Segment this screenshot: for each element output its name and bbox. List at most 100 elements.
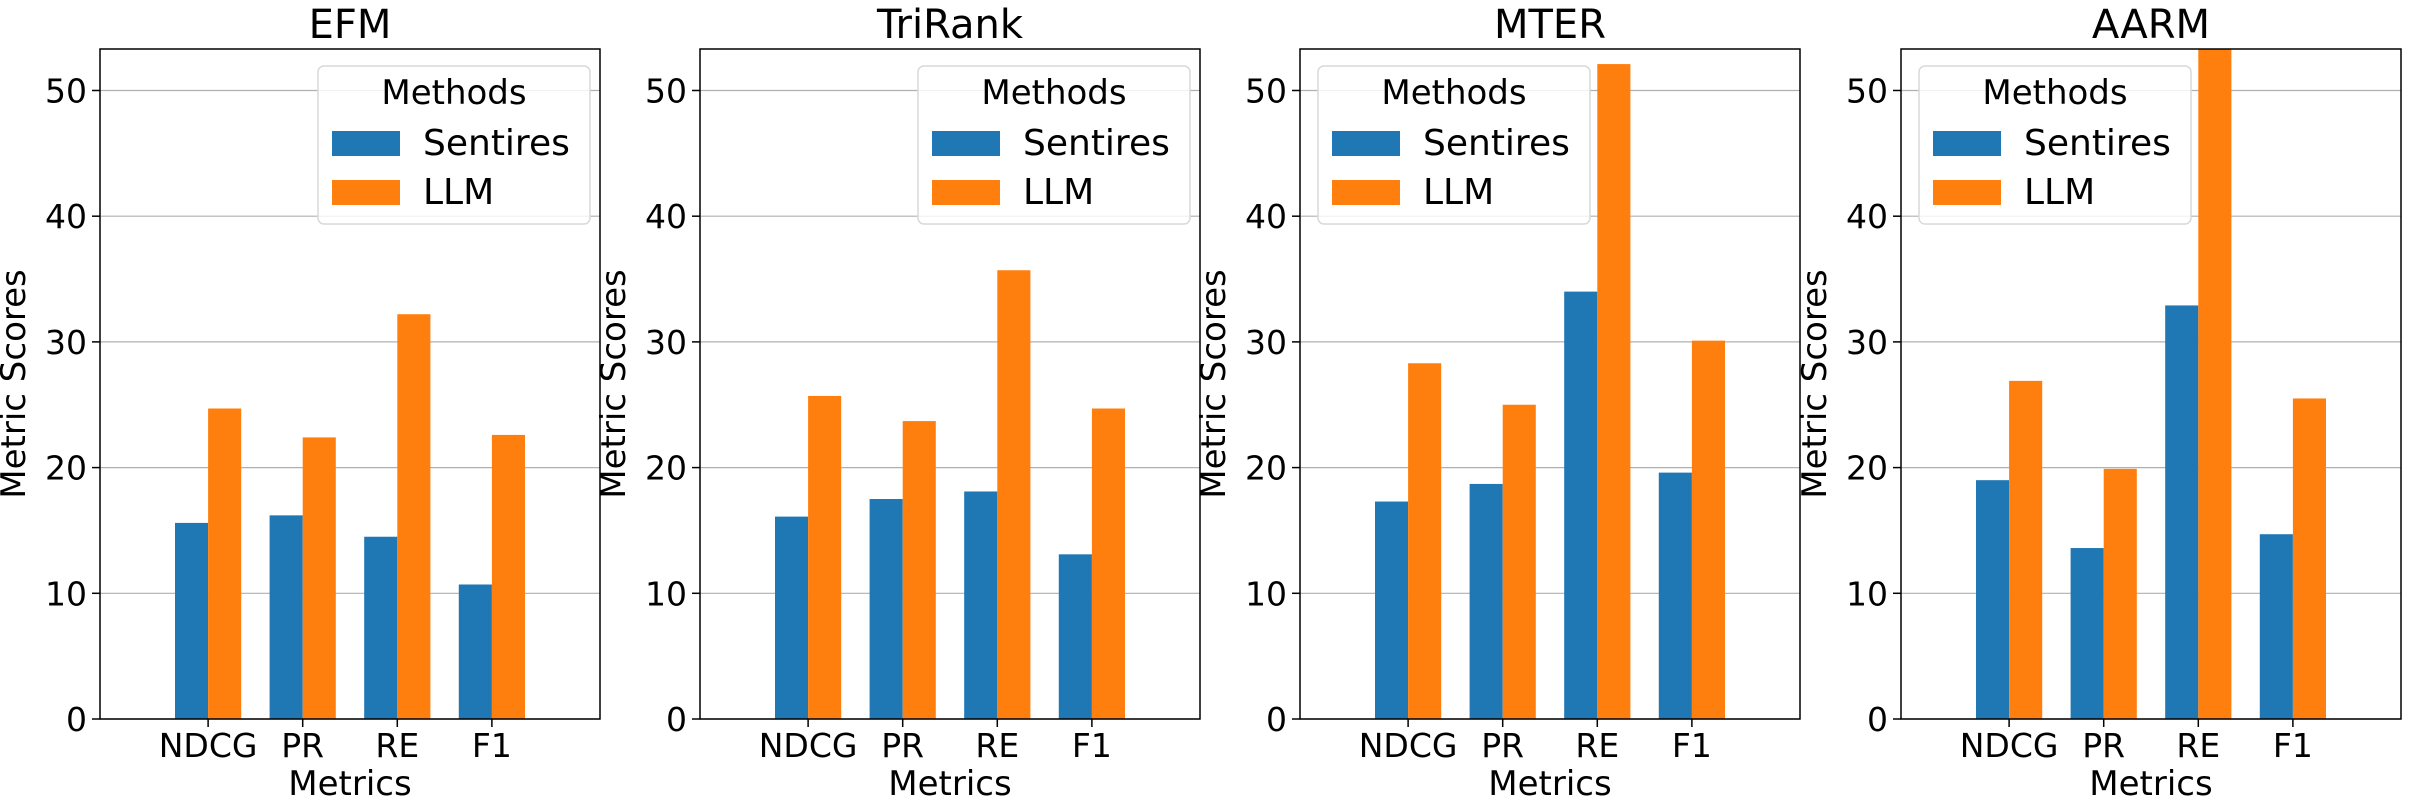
x-axis-label: Metrics [1488, 764, 1611, 804]
bar-sentires-ndcg [775, 516, 809, 719]
bar-sentires-pr [869, 499, 903, 719]
bar-sentires-pr [269, 515, 303, 719]
bar-llm-pr [902, 421, 936, 719]
legend-swatch-llm [1332, 180, 1400, 205]
bar-llm-ndcg [2009, 380, 2043, 719]
y-tick-label: 10 [1846, 574, 1888, 613]
legend-swatch-sentires [932, 131, 1000, 156]
legend: Methods Sentires LLM [1918, 65, 2192, 225]
x-tick-label: PR [2082, 726, 2125, 765]
x-tick-label: RE [1575, 726, 1619, 765]
legend-label-llm: LLM [423, 172, 494, 213]
bar-sentires-re [1564, 291, 1598, 719]
y-tick-label: 40 [1245, 197, 1287, 236]
x-tick-label: F1 [1072, 726, 1112, 765]
x-axis-label: Metrics [888, 764, 1011, 804]
plot-frame [99, 48, 601, 720]
legend-swatch-sentires [1332, 131, 1400, 156]
bar-sentires-re [964, 491, 998, 719]
bar-llm-pr [302, 437, 336, 719]
bar-llm-f1 [1691, 340, 1725, 719]
bar-sentires-f1 [1058, 554, 1092, 719]
bar-llm-ndcg [1408, 363, 1442, 719]
y-tick-label: 30 [645, 323, 687, 362]
y-tick-label: 20 [45, 449, 87, 488]
legend: Methods Sentires LLM [1317, 65, 1591, 225]
x-tick-label: PR [281, 726, 324, 765]
legend-swatch-sentires [332, 131, 400, 156]
y-axis-label: Metric Scores [1194, 269, 1234, 498]
legend-label-sentires: Sentires [2024, 123, 2171, 164]
y-tick-label: 20 [645, 449, 687, 488]
y-axis-label: Metric Scores [594, 269, 634, 498]
legend-label-llm: LLM [1023, 172, 1094, 213]
bar-llm-f1 [2292, 398, 2326, 719]
x-tick-label: RE [375, 726, 419, 765]
chart-title: AARM [2092, 2, 2210, 48]
legend-label-sentires: Sentires [423, 123, 570, 164]
bar-sentires-f1 [1658, 472, 1692, 719]
chart-title: EFM [309, 2, 392, 48]
bar-llm-pr [2103, 468, 2137, 719]
y-tick-label: 50 [1245, 71, 1287, 110]
legend: Methods Sentires LLM [317, 65, 591, 225]
x-tick-label: PR [1481, 726, 1524, 765]
chart-title: MTER [1494, 2, 1606, 48]
x-tick-label: F1 [2273, 726, 2313, 765]
bar-sentires-pr [2070, 548, 2104, 719]
x-tick-label: F1 [1672, 726, 1712, 765]
y-tick-label: 30 [1245, 323, 1287, 362]
legend-label-sentires: Sentires [1023, 123, 1170, 164]
x-axis-label: Metrics [2089, 764, 2212, 804]
y-tick-label: 40 [45, 197, 87, 236]
x-tick-label: PR [881, 726, 924, 765]
y-tick-label: 40 [1846, 197, 1888, 236]
bar-sentires-ndcg [175, 522, 209, 719]
chart-panel-trirank: 0 10 20 30 40 50 NDCG PR RE F1 TriRank Metrics Metri… [594, 2, 1201, 804]
chart-panel-aarm: 0 10 20 30 40 50 NDCG PR RE F1 AARM Metrics Metric S… [1795, 2, 2402, 804]
bar-llm-pr [1502, 404, 1536, 719]
y-tick-label: 0 [66, 700, 87, 739]
bar-sentires-f1 [458, 584, 492, 719]
x-tick-label: NDCG [759, 726, 858, 765]
plot-frame [1900, 48, 2402, 720]
x-tick-label: NDCG [159, 726, 258, 765]
bar-sentires-re [364, 536, 398, 719]
legend-label-sentires: Sentires [1423, 123, 1570, 164]
y-tick-label: 10 [1245, 574, 1287, 613]
y-tick-label: 30 [45, 323, 87, 362]
y-tick-label: 40 [645, 197, 687, 236]
x-axis-label: Metrics [288, 764, 411, 804]
plot-frame [699, 48, 1201, 720]
bar-llm-re [1597, 64, 1631, 720]
legend-swatch-llm [1933, 180, 2001, 205]
bar-llm-f1 [1091, 408, 1125, 719]
y-tick-label: 10 [45, 574, 87, 613]
y-tick-label: 20 [1846, 449, 1888, 488]
legend-title: Methods [381, 73, 526, 113]
x-tick-label: NDCG [1960, 726, 2059, 765]
bar-llm-re [997, 270, 1031, 719]
bar-sentires-pr [1469, 483, 1503, 719]
bar-llm-ndcg [208, 408, 242, 719]
x-tick-label: RE [2176, 726, 2220, 765]
y-tick-label: 50 [45, 71, 87, 110]
legend-swatch-llm [332, 180, 400, 205]
x-tick-label: RE [975, 726, 1019, 765]
bar-llm-re [397, 314, 431, 719]
legend-label-llm: LLM [2024, 172, 2095, 213]
x-tick-label: NDCG [1359, 726, 1458, 765]
y-tick-label: 30 [1846, 323, 1888, 362]
legend-label-llm: LLM [1423, 172, 1494, 213]
bar-llm-re [2198, 49, 2232, 719]
legend-swatch-llm [932, 180, 1000, 205]
y-axis-label: Metric Scores [0, 269, 34, 498]
y-tick-label: 10 [645, 574, 687, 613]
y-tick-label: 20 [1245, 449, 1287, 488]
chart-panel-mter: 0 10 20 30 40 50 NDCG PR RE F1 MTER Metrics Metric S… [1194, 2, 1801, 804]
legend-title: Methods [1982, 73, 2127, 113]
legend: Methods Sentires LLM [917, 65, 1191, 225]
y-tick-label: 50 [1846, 71, 1888, 110]
y-tick-label: 0 [1867, 700, 1888, 739]
